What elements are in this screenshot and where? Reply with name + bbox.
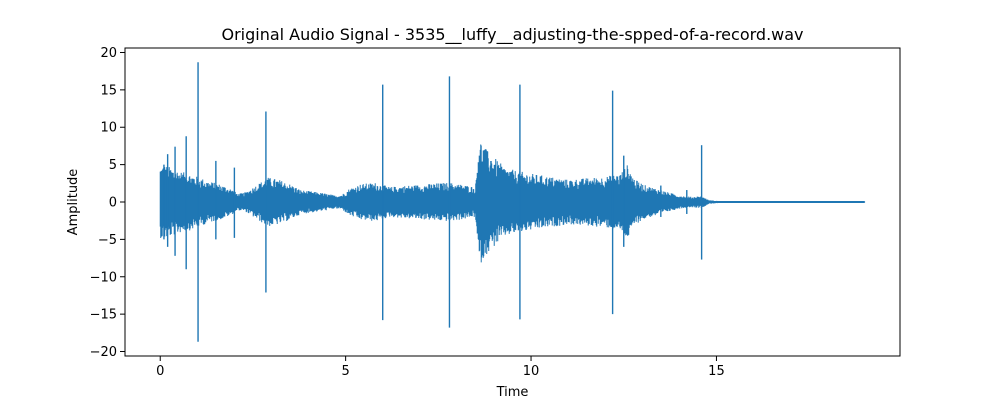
x-tick-label: 0: [156, 364, 164, 379]
spike-series: [163, 62, 703, 342]
y-tick-label: 10: [100, 121, 117, 136]
x-axis-label: Time: [496, 385, 529, 400]
x-axis-ticks: 0 5 10 15: [156, 356, 725, 379]
y-axis-label: Amplitude: [66, 169, 81, 236]
y-tick-label: −10: [90, 270, 117, 285]
y-axis-ticks: −20 −15 −10 −5 0 5 10 15 20: [90, 46, 125, 360]
x-tick-label: 10: [523, 364, 540, 379]
y-tick-label: −15: [90, 308, 117, 323]
y-tick-label: 15: [100, 83, 117, 98]
y-tick-label: 5: [109, 158, 117, 173]
chart-title: Original Audio Signal - 3535__luffy__adj…: [221, 25, 803, 45]
x-tick-label: 15: [708, 364, 725, 379]
y-tick-label: 0: [109, 196, 117, 211]
y-tick-label: 20: [100, 46, 117, 61]
y-tick-label: −20: [90, 345, 117, 360]
x-tick-label: 5: [341, 364, 349, 379]
waveform-series: [159, 144, 866, 263]
y-tick-label: −5: [98, 233, 117, 248]
